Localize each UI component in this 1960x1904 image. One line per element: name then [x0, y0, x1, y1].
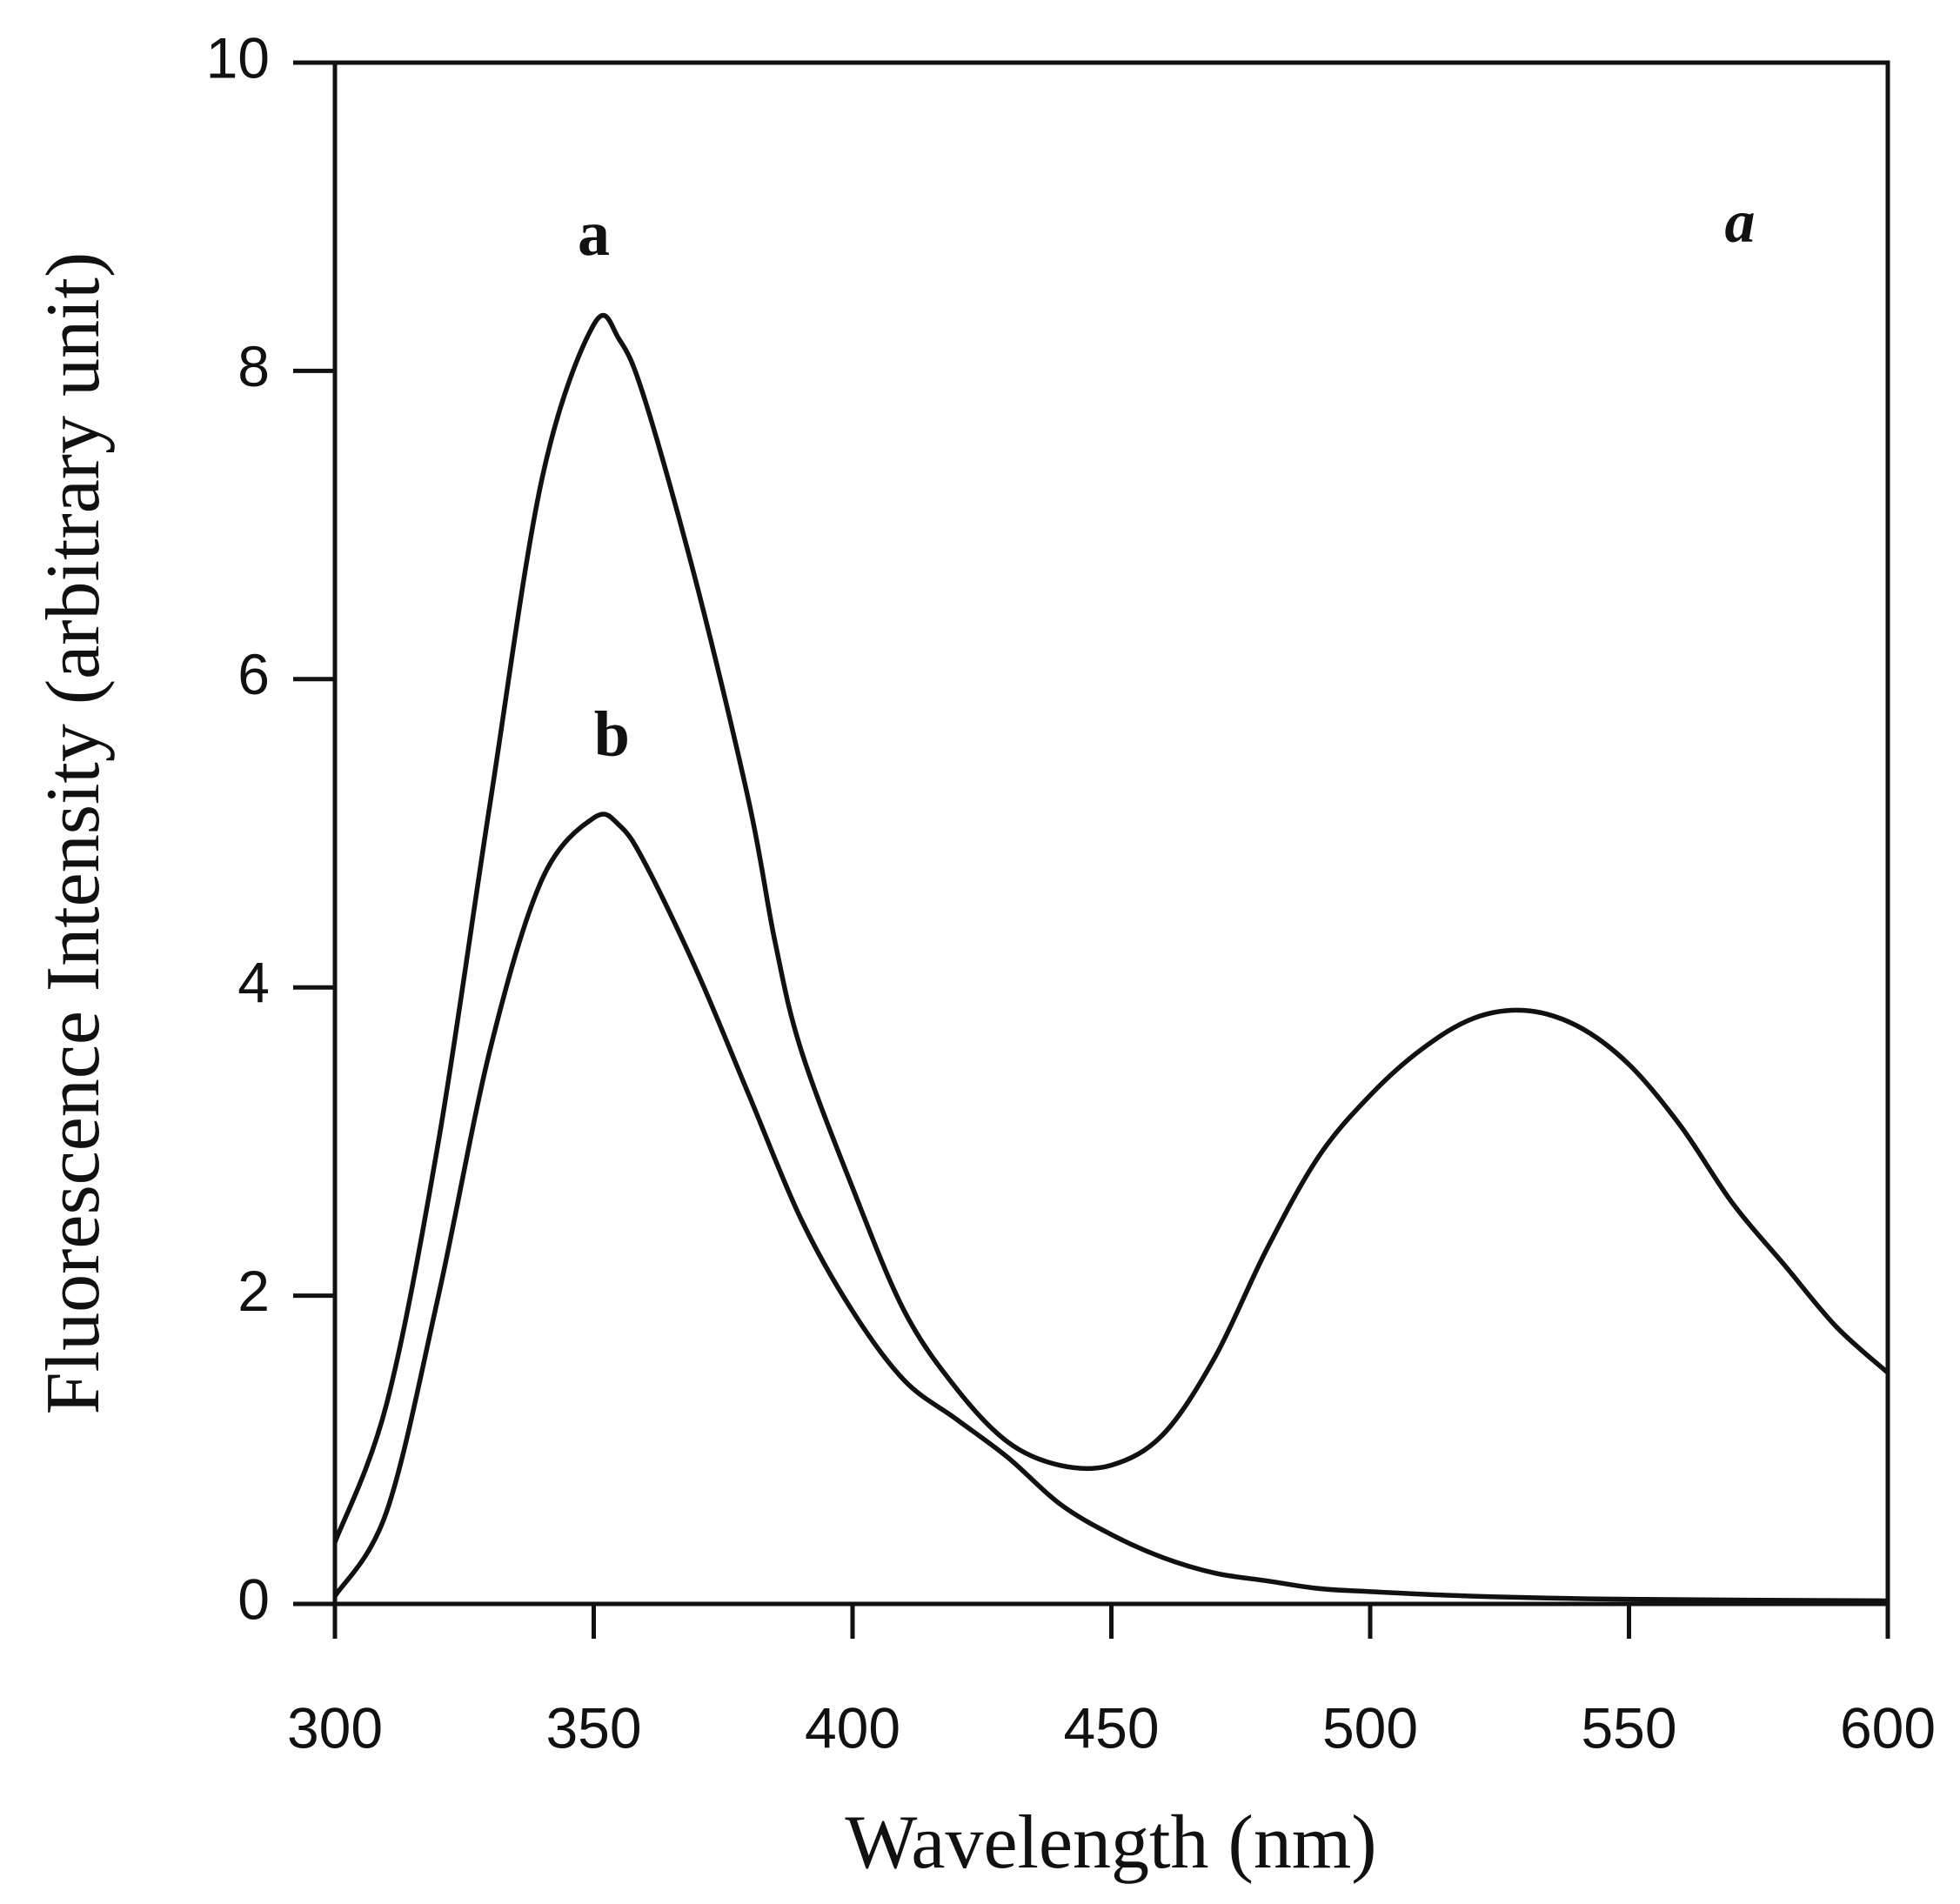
y-tick-label: 4 [237, 951, 270, 1015]
series-label: a [578, 198, 610, 270]
x-tick-label: 600 [1840, 1695, 1936, 1760]
x-tick-label: 400 [805, 1695, 900, 1760]
series-label: b [594, 699, 630, 771]
annotation: a [1725, 189, 1756, 256]
plot-frame [332, 60, 1890, 1607]
y-tick-label: 8 [237, 334, 270, 398]
x-tick-label: 350 [545, 1695, 641, 1760]
x-tick-label: 300 [287, 1695, 383, 1760]
y-tick-label: 6 [237, 642, 270, 706]
y-tick-label: 10 [206, 25, 270, 90]
line-b [332, 812, 1889, 1604]
x-tick-label: 450 [1063, 1695, 1159, 1760]
x-axis-title: Wavelength (nm) [845, 1800, 1376, 1885]
x-tick-label: 500 [1322, 1695, 1418, 1760]
y-axis-title: Fluorescence Intensity (arbitrary unit) [31, 252, 116, 1415]
line-a [332, 312, 1890, 1544]
x-tick-label: 550 [1581, 1695, 1676, 1760]
y-tick-label: 0 [237, 1567, 270, 1631]
y-tick-label: 2 [237, 1259, 270, 1323]
